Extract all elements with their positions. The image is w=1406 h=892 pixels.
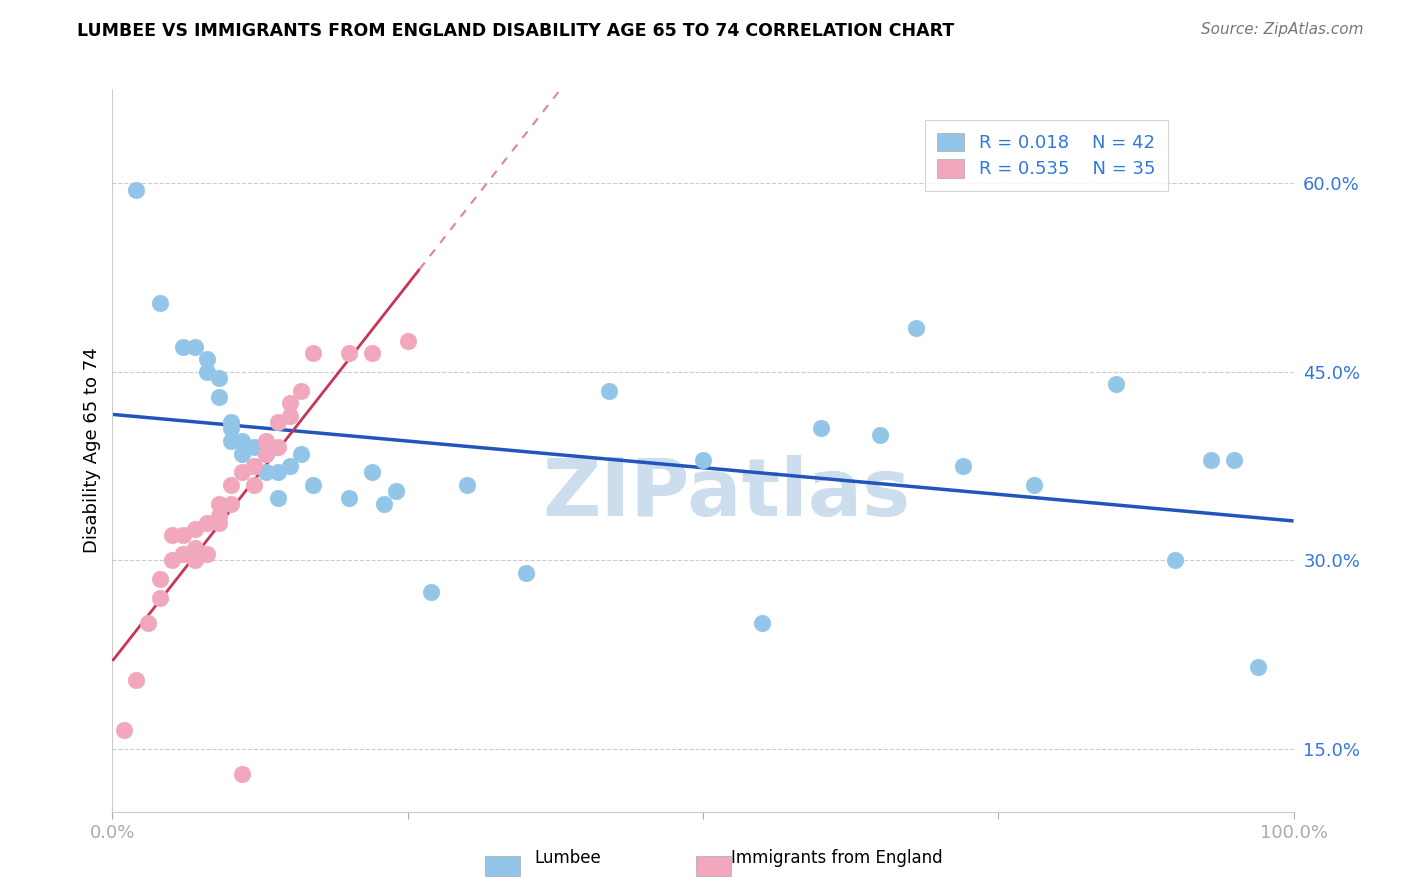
Point [172, 547, 194, 561]
Point [125, 183, 148, 197]
Point [195, 516, 218, 530]
Point [243, 459, 266, 474]
Point [1199, 453, 1222, 467]
Point [208, 390, 231, 404]
Point [208, 509, 231, 524]
Point [136, 616, 159, 631]
Point [231, 447, 253, 461]
Point [231, 434, 253, 448]
Point [231, 466, 253, 480]
Point [302, 346, 325, 360]
Point [952, 459, 974, 474]
Point [1105, 377, 1128, 392]
Point [396, 334, 419, 348]
Point [195, 547, 218, 561]
Point [219, 478, 242, 492]
Point [184, 522, 207, 536]
Point [172, 340, 194, 354]
Point [1247, 660, 1270, 674]
Point [254, 466, 277, 480]
Point [337, 491, 360, 505]
Point [125, 673, 148, 687]
Point [208, 497, 231, 511]
Y-axis label: Disability Age 65 to 74: Disability Age 65 to 74 [83, 348, 101, 553]
Point [219, 415, 242, 429]
Point [184, 541, 207, 555]
Point [810, 421, 832, 435]
Point [254, 447, 277, 461]
Point [869, 427, 891, 442]
Point [184, 340, 207, 354]
Point [254, 447, 277, 461]
Point [420, 584, 443, 599]
Point [195, 352, 218, 367]
Point [385, 484, 408, 499]
Point [267, 491, 290, 505]
Point [219, 421, 242, 435]
Point [1164, 553, 1187, 567]
Point [278, 409, 301, 423]
Point [751, 616, 773, 631]
Point [231, 767, 253, 781]
Point [302, 478, 325, 492]
Point [267, 440, 290, 454]
Legend: R = 0.018    N = 42, R = 0.535    N = 35: R = 0.018 N = 42, R = 0.535 N = 35 [925, 120, 1168, 191]
Point [904, 321, 927, 335]
Point [1223, 453, 1246, 467]
Point [243, 478, 266, 492]
Point [278, 396, 301, 410]
Text: ZIPatlas: ZIPatlas [543, 455, 911, 533]
Point [149, 295, 172, 310]
Text: Lumbee: Lumbee [534, 849, 600, 867]
Text: Immigrants from England: Immigrants from England [731, 849, 943, 867]
Point [598, 384, 620, 398]
Point [361, 346, 384, 360]
Point [219, 434, 242, 448]
Point [456, 478, 478, 492]
Point [208, 371, 231, 385]
Point [243, 440, 266, 454]
Point [267, 466, 290, 480]
Point [112, 723, 135, 737]
Point [254, 434, 277, 448]
Point [172, 547, 194, 561]
Point [160, 553, 183, 567]
Point [195, 365, 218, 379]
Point [361, 466, 384, 480]
Point [515, 566, 537, 580]
Point [184, 553, 207, 567]
Point [290, 384, 312, 398]
Point [219, 497, 242, 511]
Point [373, 497, 395, 511]
Point [1022, 478, 1045, 492]
Point [278, 459, 301, 474]
Point [692, 453, 714, 467]
Point [243, 459, 266, 474]
Point [172, 528, 194, 542]
Text: Source: ZipAtlas.com: Source: ZipAtlas.com [1201, 22, 1364, 37]
Point [208, 516, 231, 530]
Point [149, 572, 172, 586]
Point [267, 415, 290, 429]
Point [149, 591, 172, 606]
Point [337, 346, 360, 360]
Point [290, 447, 312, 461]
Point [160, 528, 183, 542]
Text: LUMBEE VS IMMIGRANTS FROM ENGLAND DISABILITY AGE 65 TO 74 CORRELATION CHART: LUMBEE VS IMMIGRANTS FROM ENGLAND DISABI… [77, 22, 955, 40]
